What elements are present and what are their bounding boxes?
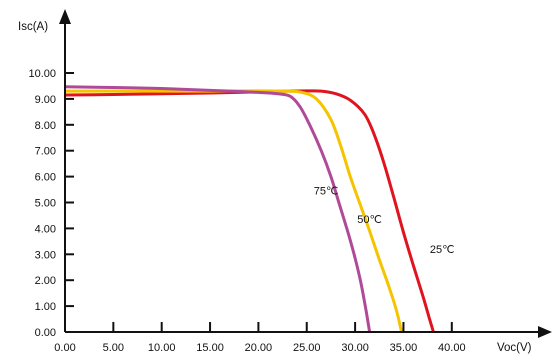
x-tick-label: 5.00 [103,342,124,354]
y-tick-label: 1.00 [35,301,56,313]
ticks-layer: 0.00 5.00 10.00 15.00 20.00 25.00 30.00 35.00 40… [28,68,465,354]
y-axis-label: Isc(A) [18,21,48,33]
series-labels-layer: 25℃ 50℃ 75℃ [314,186,455,256]
x-tick-label: 30.00 [341,342,369,354]
series-label: 25℃ [430,244,455,256]
series-line-75c [64,85,372,333]
x-tick-label: 40.00 [438,342,466,354]
x-tick-label: 35.00 [390,342,418,354]
x-tick-label: 10.00 [148,342,176,354]
y-tick-label: 2.00 [35,275,56,287]
x-tick-label: 15.00 [196,342,224,354]
series-layer [64,85,435,333]
x-axis-label: Voc(V) [497,342,532,354]
y-tick-label: 6.00 [35,172,56,184]
series-line-25c [64,89,435,333]
y-tick-label: 8.00 [35,120,56,132]
y-tick-label: 4.00 [35,223,56,235]
y-axis-arrow-icon [59,9,71,24]
series-line-50c [64,89,403,333]
y-tick-label: 3.00 [35,249,56,261]
y-tick-label: 9.00 [35,94,56,106]
series-label: 75℃ [314,186,339,198]
series-label: 50℃ [357,214,382,226]
x-axis-arrow-icon [538,326,552,338]
y-tick-label: 0.00 [35,327,56,339]
y-tick-label: 7.00 [35,146,56,158]
y-tick-label: 10.00 [28,68,56,80]
x-tick-label: 25.00 [293,342,321,354]
x-tick-label: 20.00 [245,342,273,354]
x-tick-label: 0.00 [54,342,75,354]
axes-layer: Isc(A) Voc(V) [18,9,552,354]
y-tick-label: 5.00 [35,198,56,210]
